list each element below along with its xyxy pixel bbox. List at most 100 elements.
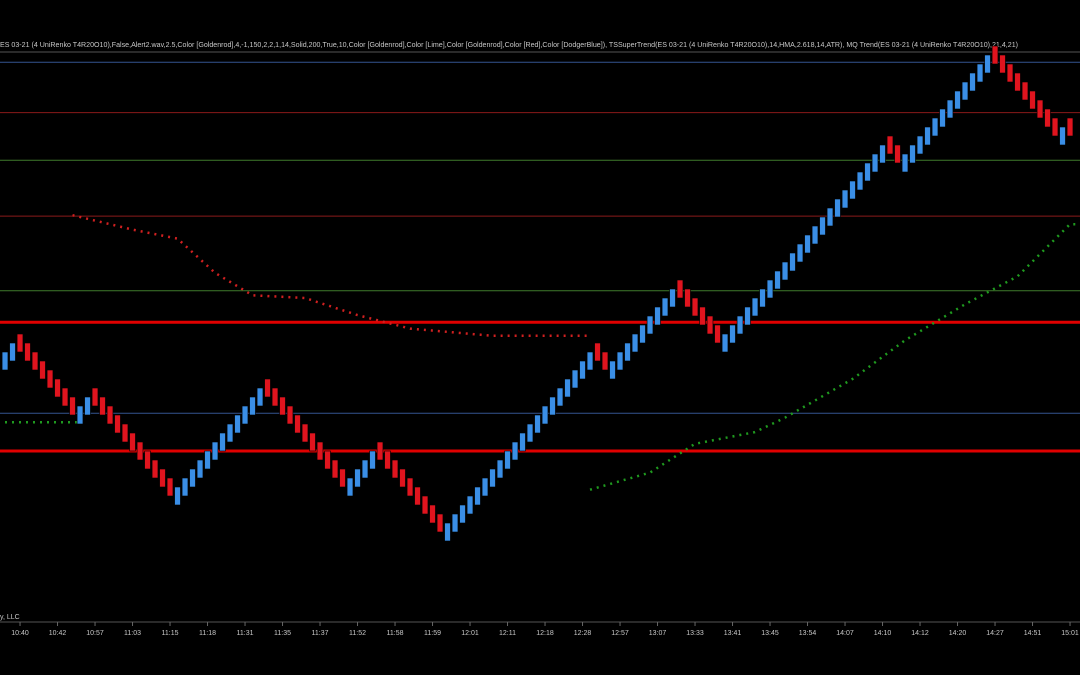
brick xyxy=(684,288,691,308)
brick xyxy=(894,144,901,164)
brick xyxy=(661,297,669,317)
brick xyxy=(309,432,316,452)
brick xyxy=(654,306,661,326)
brick xyxy=(114,414,121,434)
x-tick-label: 11:03 xyxy=(124,630,141,637)
trend-dots xyxy=(589,222,1078,491)
x-tick-label: 14:27 xyxy=(986,630,1004,637)
brick xyxy=(564,378,571,398)
brick xyxy=(99,396,106,416)
brick xyxy=(721,333,729,353)
brick xyxy=(579,360,586,380)
brick xyxy=(811,225,819,245)
brick xyxy=(286,405,294,425)
x-tick-label: 11:15 xyxy=(162,630,179,637)
brick xyxy=(796,243,804,263)
brick xyxy=(856,171,864,191)
brick xyxy=(121,423,129,443)
brick xyxy=(76,405,84,425)
brick xyxy=(474,486,481,506)
brick xyxy=(984,54,991,74)
x-tick-label: 12:18 xyxy=(536,630,554,637)
brick xyxy=(324,450,331,470)
x-tick-label: 11:59 xyxy=(424,630,441,637)
brick xyxy=(1014,72,1021,92)
brick xyxy=(526,423,534,443)
brick xyxy=(1059,126,1066,146)
brick xyxy=(931,117,939,137)
brick xyxy=(361,459,369,479)
brick xyxy=(774,270,781,290)
brick xyxy=(174,486,181,506)
brick xyxy=(211,441,219,461)
brick xyxy=(129,432,136,452)
brick xyxy=(189,468,196,488)
brick xyxy=(976,63,984,83)
brick xyxy=(414,486,421,506)
brick xyxy=(1,351,9,371)
x-tick-label: 14:51 xyxy=(1024,630,1042,637)
brick xyxy=(646,315,654,335)
brick xyxy=(789,252,796,272)
brick xyxy=(436,513,444,533)
x-tick-label: 11:35 xyxy=(274,630,291,637)
brick xyxy=(849,180,856,200)
brick xyxy=(714,324,721,344)
brick xyxy=(676,279,684,299)
indicator-header: ES 03-21 (4 UniRenko T4R20O10),False,Ale… xyxy=(0,42,1018,49)
brick xyxy=(46,369,54,389)
brick xyxy=(226,423,234,443)
brick xyxy=(54,378,61,398)
brick xyxy=(819,216,826,236)
trend-dots xyxy=(72,213,590,338)
brick xyxy=(159,468,166,488)
brick xyxy=(864,162,871,182)
brick xyxy=(571,369,579,389)
brick xyxy=(519,432,526,452)
brick xyxy=(1029,90,1036,110)
x-tick-label: 11:18 xyxy=(199,630,216,637)
brick xyxy=(249,396,256,416)
x-tick-label: 12:01 xyxy=(461,630,479,637)
brick xyxy=(301,423,309,443)
brick xyxy=(429,504,436,524)
brick xyxy=(841,189,849,209)
brick xyxy=(1036,99,1044,119)
brick xyxy=(886,135,894,155)
brick xyxy=(946,99,954,119)
brick xyxy=(316,441,324,461)
brick xyxy=(834,198,841,218)
brick xyxy=(901,153,909,173)
x-tick-label: 15:01 xyxy=(1061,630,1079,637)
brick xyxy=(751,297,759,317)
x-tick-label: 12:57 xyxy=(611,630,629,637)
brick xyxy=(744,306,751,326)
brick xyxy=(91,387,99,407)
x-tick-label: 14:07 xyxy=(836,630,854,637)
brick xyxy=(609,360,616,380)
brick xyxy=(1066,117,1074,137)
x-tick-label: 13:54 xyxy=(799,630,817,637)
brick xyxy=(624,342,631,362)
x-tick-label: 13:33 xyxy=(686,630,704,637)
brick xyxy=(31,351,39,371)
brick xyxy=(39,360,46,380)
x-tick-label: 13:41 xyxy=(724,630,742,637)
brick xyxy=(451,513,459,533)
copyright: y, LLC xyxy=(0,614,20,621)
x-tick-label: 10:57 xyxy=(86,630,104,637)
brick xyxy=(181,477,189,497)
brick xyxy=(384,450,391,470)
brick xyxy=(466,495,474,515)
brick xyxy=(279,396,286,416)
brick xyxy=(391,459,399,479)
brick xyxy=(256,387,264,407)
x-tick-label: 14:20 xyxy=(949,630,967,637)
brick xyxy=(459,504,466,524)
brick xyxy=(991,45,999,65)
brick xyxy=(481,477,489,497)
brick xyxy=(399,468,406,488)
brick xyxy=(24,342,31,362)
brick xyxy=(234,414,241,434)
